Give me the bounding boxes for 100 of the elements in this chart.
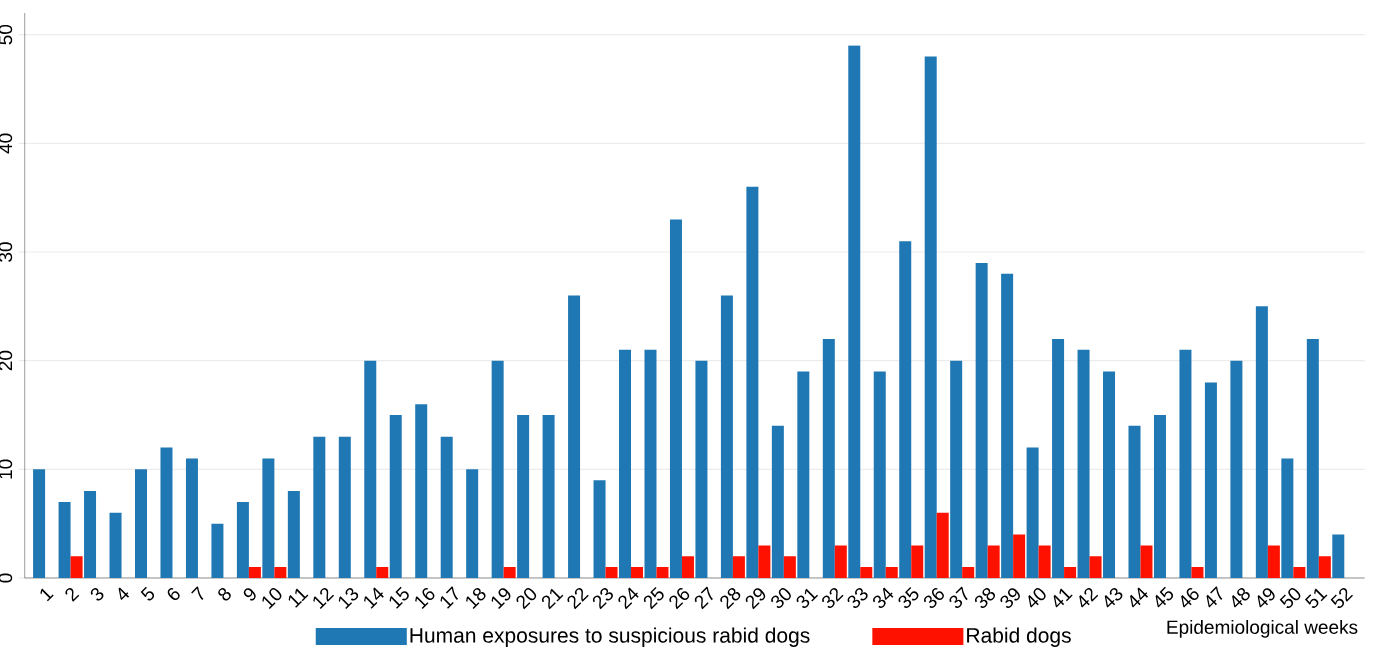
- x-tick-label: 35: [898, 586, 919, 609]
- bar: [568, 295, 581, 578]
- x-tick-label: 26: [669, 587, 690, 610]
- x-tick-label: 21: [541, 588, 564, 610]
- bar: [236, 501, 249, 578]
- bar: [1064, 567, 1077, 578]
- bar: [33, 469, 46, 578]
- bar: [644, 349, 657, 578]
- x-tick-label: 10: [262, 588, 282, 609]
- x-tick-label: 51: [1305, 588, 1328, 608]
- bar: [313, 436, 326, 578]
- bar: [262, 458, 275, 578]
- bar: [1052, 338, 1065, 578]
- x-tick-label: 44: [1130, 587, 1149, 608]
- bar: [848, 45, 861, 578]
- bar: [783, 556, 796, 578]
- bar: [1318, 556, 1331, 578]
- x-tick-label: 36: [923, 587, 944, 609]
- bar: [1179, 349, 1192, 578]
- x-tick-label: 29: [745, 588, 766, 610]
- x-tick-label: 32: [822, 587, 844, 609]
- x-tick-label: 28: [720, 587, 741, 610]
- bar: [1255, 306, 1268, 578]
- x-tick-label: 6: [167, 587, 180, 601]
- x-tick-label: 8: [218, 587, 231, 601]
- x-tick-label: 13: [338, 587, 359, 609]
- bar: [466, 469, 479, 578]
- bar: [720, 295, 733, 578]
- bar: [924, 56, 937, 578]
- bar: [975, 262, 988, 578]
- bar: [936, 512, 949, 578]
- bar: [135, 469, 147, 578]
- bar: [669, 219, 682, 578]
- bar: [185, 458, 198, 578]
- x-tick-label: 2: [65, 587, 80, 602]
- x-tick-label: 47: [1206, 586, 1223, 608]
- bar: [1153, 415, 1166, 578]
- bar: [1332, 534, 1345, 578]
- bar: [1267, 545, 1280, 578]
- bar: [746, 186, 759, 578]
- bar: [885, 567, 898, 578]
- bar: [1281, 458, 1294, 578]
- x-tick-label: 3: [90, 587, 104, 601]
- bar: [376, 567, 389, 578]
- x-tick-label: 45: [1155, 586, 1174, 608]
- bar: [503, 567, 516, 578]
- bar: [1140, 545, 1153, 578]
- bar: [160, 447, 173, 578]
- x-tick-label: 46: [1181, 587, 1199, 608]
- x-tick-label: 42: [1079, 587, 1099, 608]
- x-tick-label: 20: [516, 588, 537, 610]
- bar: [70, 556, 83, 578]
- bar: [834, 545, 847, 578]
- bar: [758, 545, 771, 578]
- x-tick-label: 30: [771, 588, 791, 609]
- bar: [593, 480, 606, 578]
- bar: [797, 371, 810, 578]
- bar: [873, 371, 886, 578]
- bar: [631, 567, 644, 578]
- bar: [58, 501, 71, 578]
- bar: [415, 404, 428, 578]
- bar: [1026, 447, 1039, 578]
- bar: [1038, 545, 1051, 578]
- x-tick-label: 50: [1279, 588, 1301, 609]
- legend-label: Human exposures to suspicious rabid dogs: [410, 627, 810, 647]
- x-tick-label: 15: [389, 586, 409, 609]
- bar: [899, 241, 912, 578]
- bar: [1293, 567, 1306, 578]
- bar: [338, 436, 351, 578]
- x-tick-label: 11: [288, 588, 309, 608]
- bar: [274, 567, 287, 578]
- bar: [1013, 534, 1026, 578]
- x-tick-label: 43: [1104, 587, 1123, 608]
- bar: [491, 360, 504, 578]
- bar: [771, 425, 784, 578]
- bar: [1077, 349, 1090, 578]
- x-tick-label: 52: [1330, 587, 1353, 609]
- bar: [517, 415, 530, 578]
- bar: [364, 360, 377, 578]
- x-tick-label: 9: [243, 588, 256, 601]
- bar: [440, 436, 453, 578]
- x-tick-label: 48: [1232, 587, 1250, 608]
- x-tick-label: 5: [140, 586, 155, 601]
- bar: [1128, 425, 1141, 578]
- bar: [962, 567, 975, 578]
- bar: [732, 556, 745, 578]
- bar: [695, 360, 708, 578]
- bar: [619, 349, 632, 578]
- x-tick-label: 7: [191, 586, 204, 600]
- x-tick-label: 25: [643, 586, 664, 610]
- x-tick-label: 31: [796, 588, 819, 609]
- x-tick-label: 4: [118, 587, 130, 600]
- bar: [950, 360, 963, 578]
- bar: [248, 567, 261, 578]
- legend-label: Rabid dogs: [967, 627, 1071, 647]
- x-tick-label: 39: [1000, 588, 1020, 609]
- x-tick-label: 37: [949, 586, 968, 609]
- bar: [109, 512, 122, 578]
- bar: [681, 556, 694, 578]
- x-tick-label: 16: [415, 587, 435, 609]
